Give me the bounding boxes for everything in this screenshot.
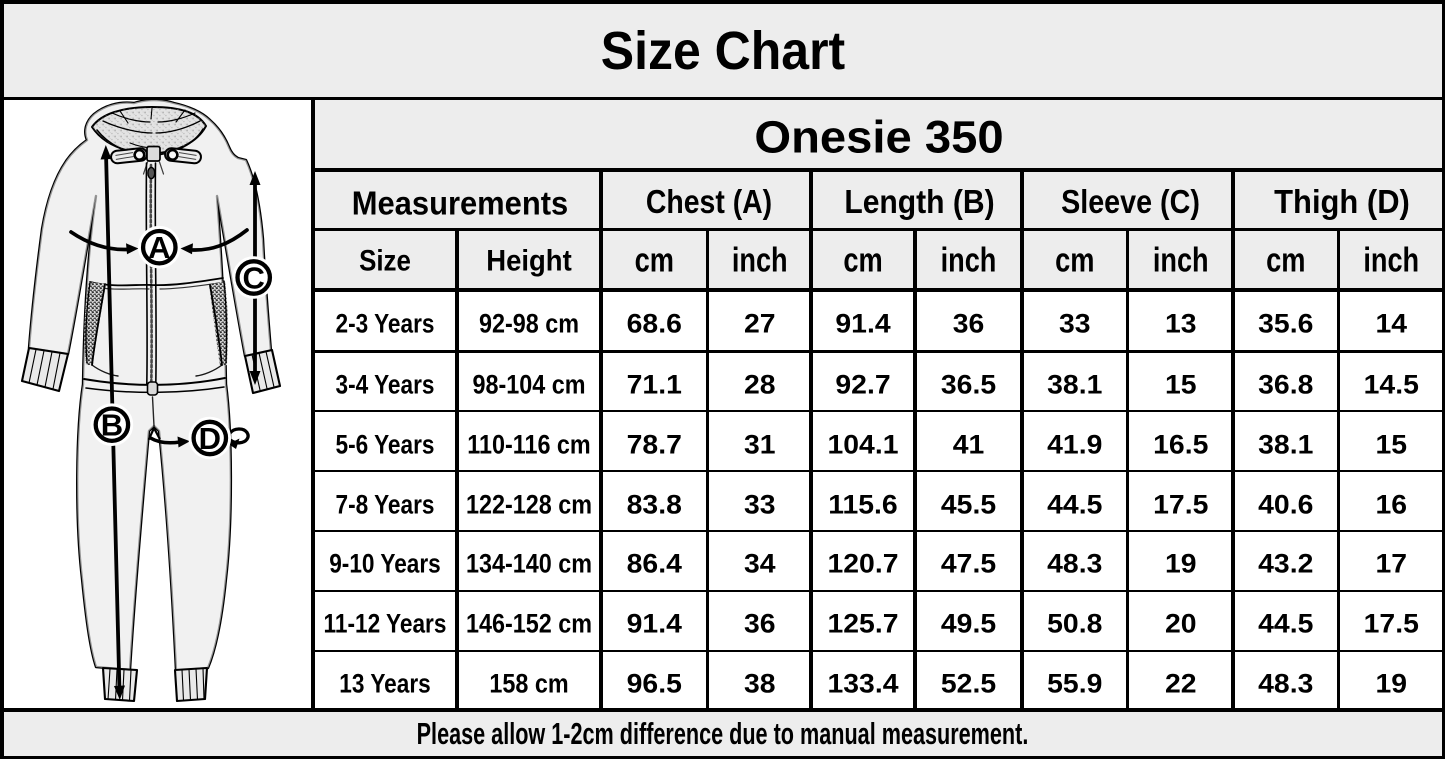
svg-text:C: C [243, 260, 265, 295]
svg-text:D: D [199, 421, 221, 456]
svg-text:B: B [101, 408, 123, 443]
svg-text:A: A [148, 230, 170, 265]
